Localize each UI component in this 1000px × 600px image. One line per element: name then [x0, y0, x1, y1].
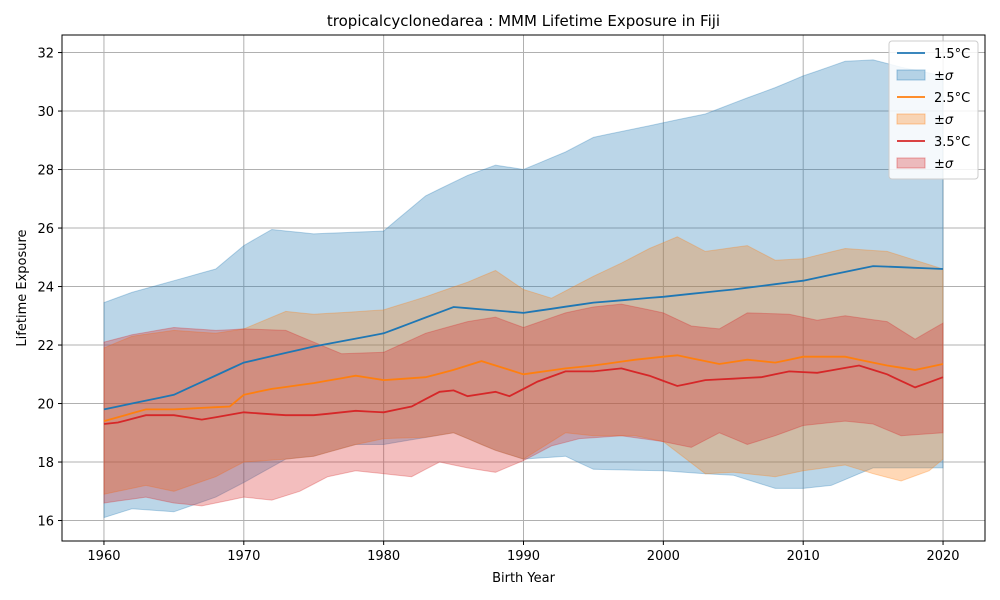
series-line-3 [103, 364, 944, 425]
legend-series-label: 2.5°C [934, 91, 970, 106]
x-tick-label: 1960 [87, 549, 120, 564]
legend-band-label: ±σ [934, 113, 954, 128]
y-tick-label: 26 [37, 222, 54, 237]
y-tick-label: 30 [37, 105, 54, 120]
y-tick-label: 32 [37, 47, 54, 62]
x-tick-label: 2020 [926, 549, 959, 564]
legend-series-label: 3.5°C [934, 135, 970, 150]
x-tick-label: 2000 [647, 549, 680, 564]
x-axis-label: Birth Year [492, 571, 556, 586]
y-tick-label: 18 [37, 456, 54, 471]
grid-lines [62, 35, 985, 541]
y-tick-label: 28 [37, 164, 54, 179]
legend-band-swatch [896, 113, 926, 125]
std-band-1 [103, 59, 944, 519]
y-tick-label: 24 [37, 281, 54, 296]
series-lines [103, 265, 944, 425]
series-line-2 [103, 354, 944, 422]
std-band-2 [103, 236, 944, 495]
series-line-1 [103, 265, 944, 411]
legend-band-swatch [896, 157, 926, 169]
y-axis-label: Lifetime Exposure [15, 229, 30, 346]
chart-title: tropicalcyclonedarea : MMM Lifetime Expo… [327, 12, 720, 30]
axis-ticks: 1960 1970 1980 1990 2000 2010 2020 16 18 20 22 24 26… [37, 47, 959, 564]
legend-box [888, 40, 979, 180]
std-bands [103, 59, 944, 519]
legend-band-label: ±σ [934, 69, 954, 84]
legend: 1.5°C ±σ 2.5°C ±σ 3.5°C ±σ [888, 40, 979, 180]
x-tick-label: 1990 [507, 549, 540, 564]
y-tick-label: 16 [37, 515, 54, 530]
legend-series-label: 1.5°C [934, 47, 970, 62]
legend-band-swatch [896, 69, 926, 81]
x-tick-label: 1980 [367, 549, 400, 564]
legend-band-label: ±σ [934, 157, 954, 172]
y-tick-label: 20 [37, 398, 54, 413]
x-tick-label: 2010 [787, 549, 820, 564]
y-tick-label: 22 [37, 339, 54, 354]
x-tick-label: 1970 [227, 549, 260, 564]
std-band-3 [103, 303, 944, 507]
